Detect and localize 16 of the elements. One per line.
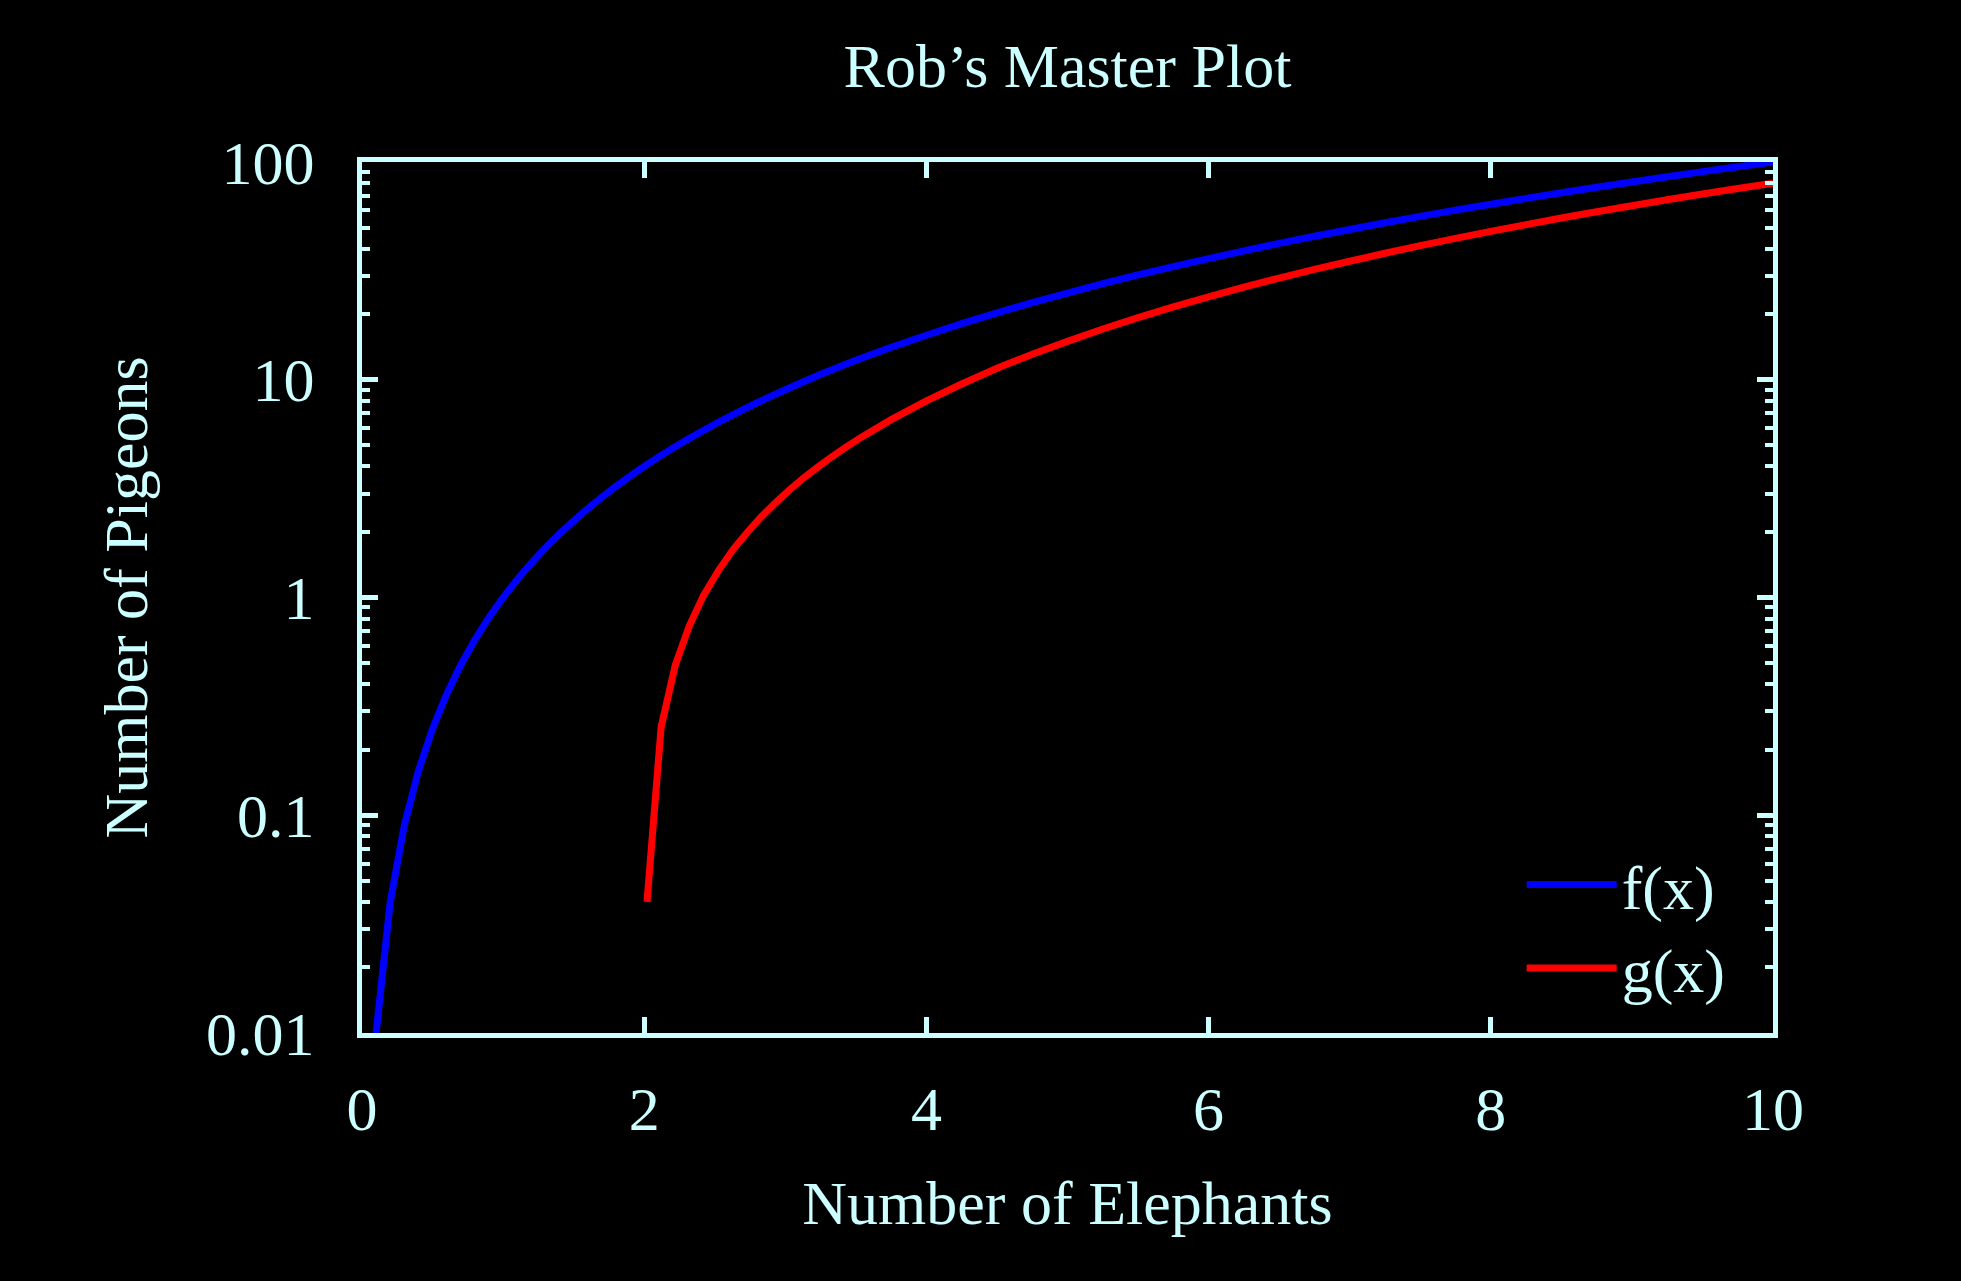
y-tick-label: 0.1 (237, 781, 315, 850)
y-tick-label: 10 (252, 346, 315, 415)
y-tick-label: 100 (221, 128, 315, 197)
x-tick-label: 2 (628, 1075, 660, 1144)
x-tick-label: 10 (1742, 1075, 1804, 1144)
x-tick-label: 8 (1475, 1075, 1507, 1144)
x-axis-title: Number of Elephants (802, 1169, 1333, 1238)
x-tick-label: 4 (910, 1075, 942, 1144)
x-tick-label: 6 (1193, 1075, 1225, 1144)
x-tick-label: 0 (346, 1075, 378, 1144)
chart-title: Rob’s Master Plot (843, 31, 1292, 100)
y-tick-label: 1 (283, 564, 315, 633)
y-tick-label: 0.01 (206, 999, 315, 1068)
y-axis-title: Number of Pigeons (91, 356, 160, 839)
legend-label: g(x) (1621, 937, 1725, 1007)
legend-label: f(x) (1621, 853, 1715, 923)
